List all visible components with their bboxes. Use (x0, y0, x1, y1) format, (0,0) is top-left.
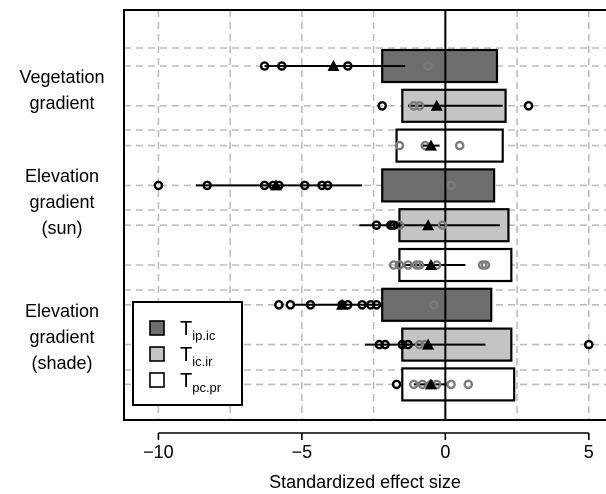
mean-marker-triangle (422, 219, 435, 231)
data-point-black (342, 61, 353, 71)
bar-pc_pr (395, 128, 504, 163)
data-point-black (299, 180, 310, 191)
bar-ip_ic (381, 168, 496, 203)
group-label-line: gradient (29, 192, 94, 212)
data-point-grey (408, 101, 419, 111)
legend-label-pc_pr: Tpc.pr (180, 370, 222, 395)
data-point-black (397, 339, 408, 350)
data-point-black (202, 180, 213, 191)
data-point-black (371, 299, 382, 310)
legend-symbol: T (180, 370, 192, 392)
data-point-black (259, 61, 270, 71)
data-point-grey (414, 101, 425, 111)
mean-markers (270, 60, 443, 390)
x-tick-label: 0 (440, 442, 450, 462)
data-point-grey (388, 260, 399, 270)
data-point-grey (394, 140, 405, 151)
data-point-grey (429, 299, 439, 310)
legend-swatch-ip_ic (149, 320, 165, 336)
data-point-grey (414, 339, 425, 350)
data-point-grey (414, 260, 425, 270)
data-point-grey (423, 61, 433, 71)
mean-marker-triangle (424, 378, 437, 390)
legend-symbol: T (180, 318, 192, 340)
x-axis: −10 −5 0 5 (143, 432, 594, 462)
mean-marker-triangle (424, 139, 437, 151)
data-point-black (371, 220, 382, 230)
data-point-grey (446, 379, 456, 390)
mean-marker-triangle (422, 338, 435, 350)
group-label-line: gradient (29, 93, 94, 113)
data-point-grey (446, 180, 456, 191)
data-point-grey (417, 379, 428, 390)
group-label-line: Elevation (25, 166, 99, 186)
data-point-black (391, 379, 402, 390)
data-point-black (583, 339, 594, 350)
data-point-grey (480, 260, 491, 270)
data-point-black (322, 180, 333, 191)
data-point-grey (394, 260, 405, 270)
x-tick-label: −10 (143, 442, 174, 462)
data-point-black (276, 61, 287, 71)
legend-swatch-pc_pr (149, 372, 165, 388)
data-point-black (403, 339, 413, 350)
legend-subscript: pc.pr (192, 380, 222, 395)
data-point-black (274, 299, 284, 310)
x-axis-title: Standardized effect size (269, 472, 461, 492)
mean-marker-triangle (430, 99, 443, 111)
data-point-black (377, 101, 388, 111)
data-point-black (259, 180, 270, 191)
data-point-black (305, 299, 316, 310)
group-label-line: gradient (29, 327, 94, 347)
data-point-black (388, 220, 399, 230)
data-point-black (285, 299, 296, 310)
x-tick-label: 5 (584, 442, 594, 462)
legend-subscript: ic.ir (192, 354, 213, 369)
legend-subscript: ip.ic (192, 328, 216, 343)
group-label-line: (shade) (31, 353, 92, 373)
x-tick-label: −5 (292, 442, 313, 462)
plot-frame (123, 9, 606, 421)
legend-label-ic_ir: Tic.ir (180, 344, 213, 369)
data-point-grey (408, 379, 419, 390)
data-point-grey (463, 379, 474, 390)
data-point-grey (454, 140, 465, 151)
data-point-black (357, 299, 367, 310)
data-point-black (365, 299, 376, 310)
mean-marker-triangle (336, 298, 349, 310)
data-point-grey (437, 220, 448, 230)
data-point-black (374, 339, 385, 350)
group-label-line: Elevation (25, 301, 99, 321)
group-label-line: (sun) (41, 218, 82, 238)
data-point-black (380, 339, 390, 350)
data-point-black (523, 101, 534, 111)
data-point-black (153, 180, 164, 191)
mean-marker-triangle (270, 179, 283, 191)
data-point-grey (403, 260, 413, 270)
group-label-line: Vegetation (19, 67, 104, 87)
legend-swatch-ic_ir (149, 346, 165, 362)
legend-label-ip_ic: Tip.ic (180, 318, 216, 343)
group-labels: Vegetation gradient Elevation gradient (sun)… (19, 67, 104, 373)
data-point-black (317, 180, 327, 191)
mean-marker-triangle (327, 60, 340, 71)
data-point-grey (394, 220, 405, 230)
mean-marker-triangle (424, 259, 437, 270)
legend-symbol: T (180, 344, 192, 366)
